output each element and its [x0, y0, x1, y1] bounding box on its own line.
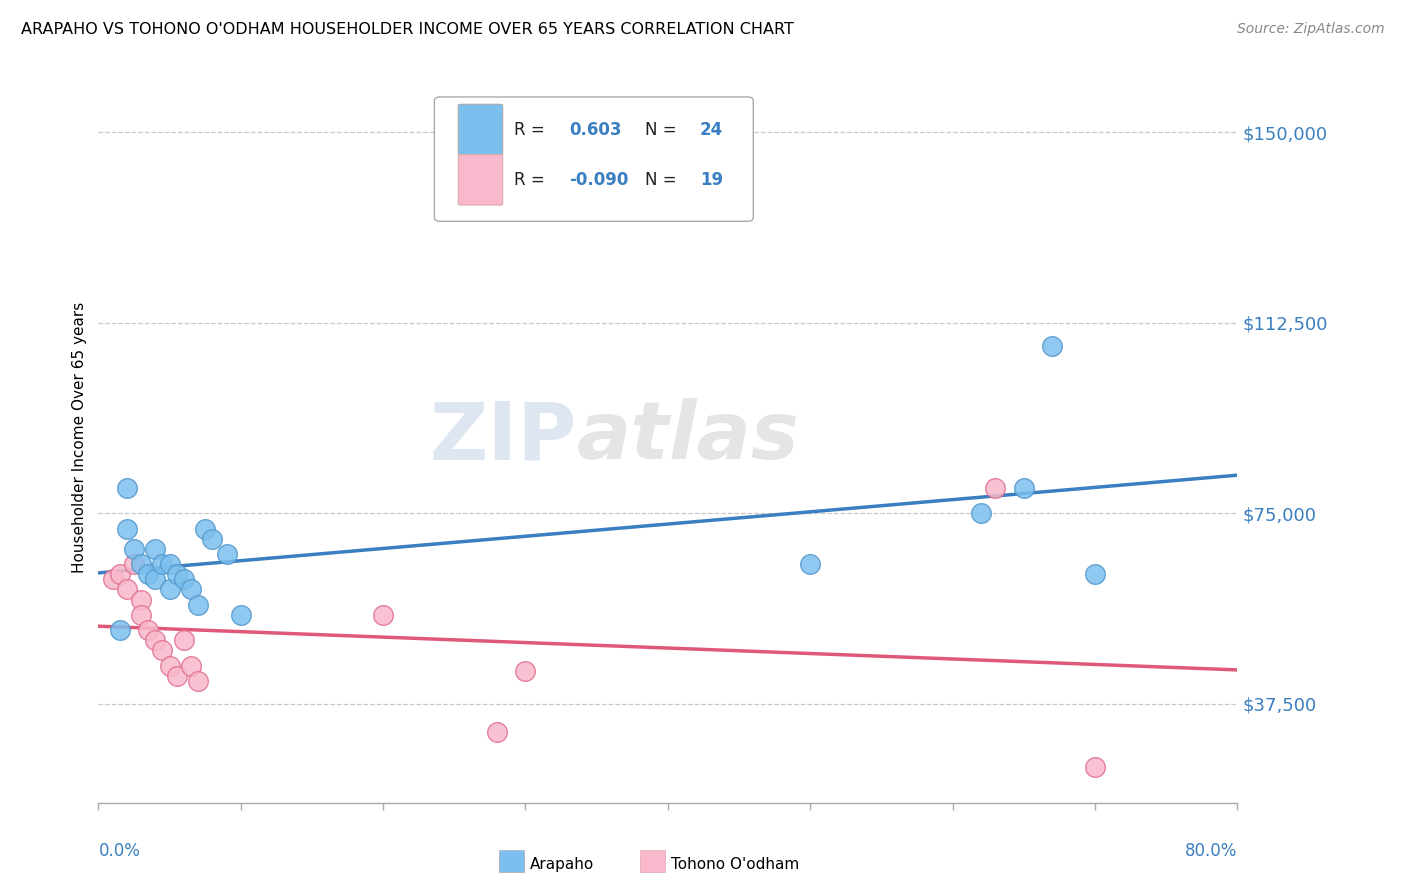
- Point: [115, 481, 138, 495]
- Text: Source: ZipAtlas.com: Source: ZipAtlas.com: [1237, 22, 1385, 37]
- Text: 0.603: 0.603: [569, 120, 621, 138]
- Point: [173, 572, 195, 586]
- Point: [201, 532, 224, 546]
- Point: [166, 567, 188, 582]
- Point: [129, 592, 152, 607]
- Point: [187, 598, 209, 612]
- FancyBboxPatch shape: [434, 97, 754, 221]
- FancyBboxPatch shape: [458, 154, 503, 205]
- Point: [145, 633, 167, 648]
- Point: [799, 557, 821, 571]
- Point: [122, 557, 145, 571]
- Point: [187, 673, 209, 688]
- Point: [122, 541, 145, 556]
- Y-axis label: Householder Income Over 65 years: Householder Income Over 65 years: [72, 301, 87, 573]
- Text: -0.090: -0.090: [569, 171, 628, 189]
- Point: [194, 521, 217, 535]
- Point: [970, 506, 993, 520]
- Text: N =: N =: [645, 120, 682, 138]
- Point: [108, 567, 131, 582]
- Text: R =: R =: [515, 171, 550, 189]
- Text: ZIP: ZIP: [429, 398, 576, 476]
- Text: Arapaho: Arapaho: [530, 857, 595, 872]
- Point: [215, 547, 238, 561]
- Point: [145, 572, 167, 586]
- Point: [984, 481, 1007, 495]
- Point: [152, 643, 174, 657]
- Text: atlas: atlas: [576, 398, 800, 476]
- Text: N =: N =: [645, 171, 682, 189]
- Point: [373, 607, 395, 622]
- Text: R =: R =: [515, 120, 550, 138]
- Point: [159, 658, 181, 673]
- Point: [136, 623, 159, 637]
- Text: 19: 19: [700, 171, 723, 189]
- Point: [101, 572, 124, 586]
- Point: [108, 623, 131, 637]
- Point: [129, 557, 152, 571]
- Point: [180, 582, 202, 597]
- Point: [145, 541, 167, 556]
- Point: [115, 521, 138, 535]
- Point: [159, 557, 181, 571]
- Point: [229, 607, 252, 622]
- Point: [1084, 567, 1107, 582]
- Text: ARAPAHO VS TOHONO O'ODHAM HOUSEHOLDER INCOME OVER 65 YEARS CORRELATION CHART: ARAPAHO VS TOHONO O'ODHAM HOUSEHOLDER IN…: [21, 22, 794, 37]
- Point: [486, 724, 509, 739]
- Point: [129, 607, 152, 622]
- Text: Tohono O'odham: Tohono O'odham: [671, 857, 799, 872]
- Point: [173, 633, 195, 648]
- Point: [166, 669, 188, 683]
- FancyBboxPatch shape: [458, 104, 503, 154]
- Point: [1040, 338, 1063, 352]
- Point: [115, 582, 138, 597]
- Point: [515, 664, 537, 678]
- Text: 24: 24: [700, 120, 723, 138]
- Text: 0.0%: 0.0%: [98, 842, 141, 860]
- Point: [136, 567, 159, 582]
- Point: [1012, 481, 1035, 495]
- Text: 80.0%: 80.0%: [1185, 842, 1237, 860]
- Point: [1084, 760, 1107, 774]
- Point: [159, 582, 181, 597]
- Point: [180, 658, 202, 673]
- Point: [152, 557, 174, 571]
